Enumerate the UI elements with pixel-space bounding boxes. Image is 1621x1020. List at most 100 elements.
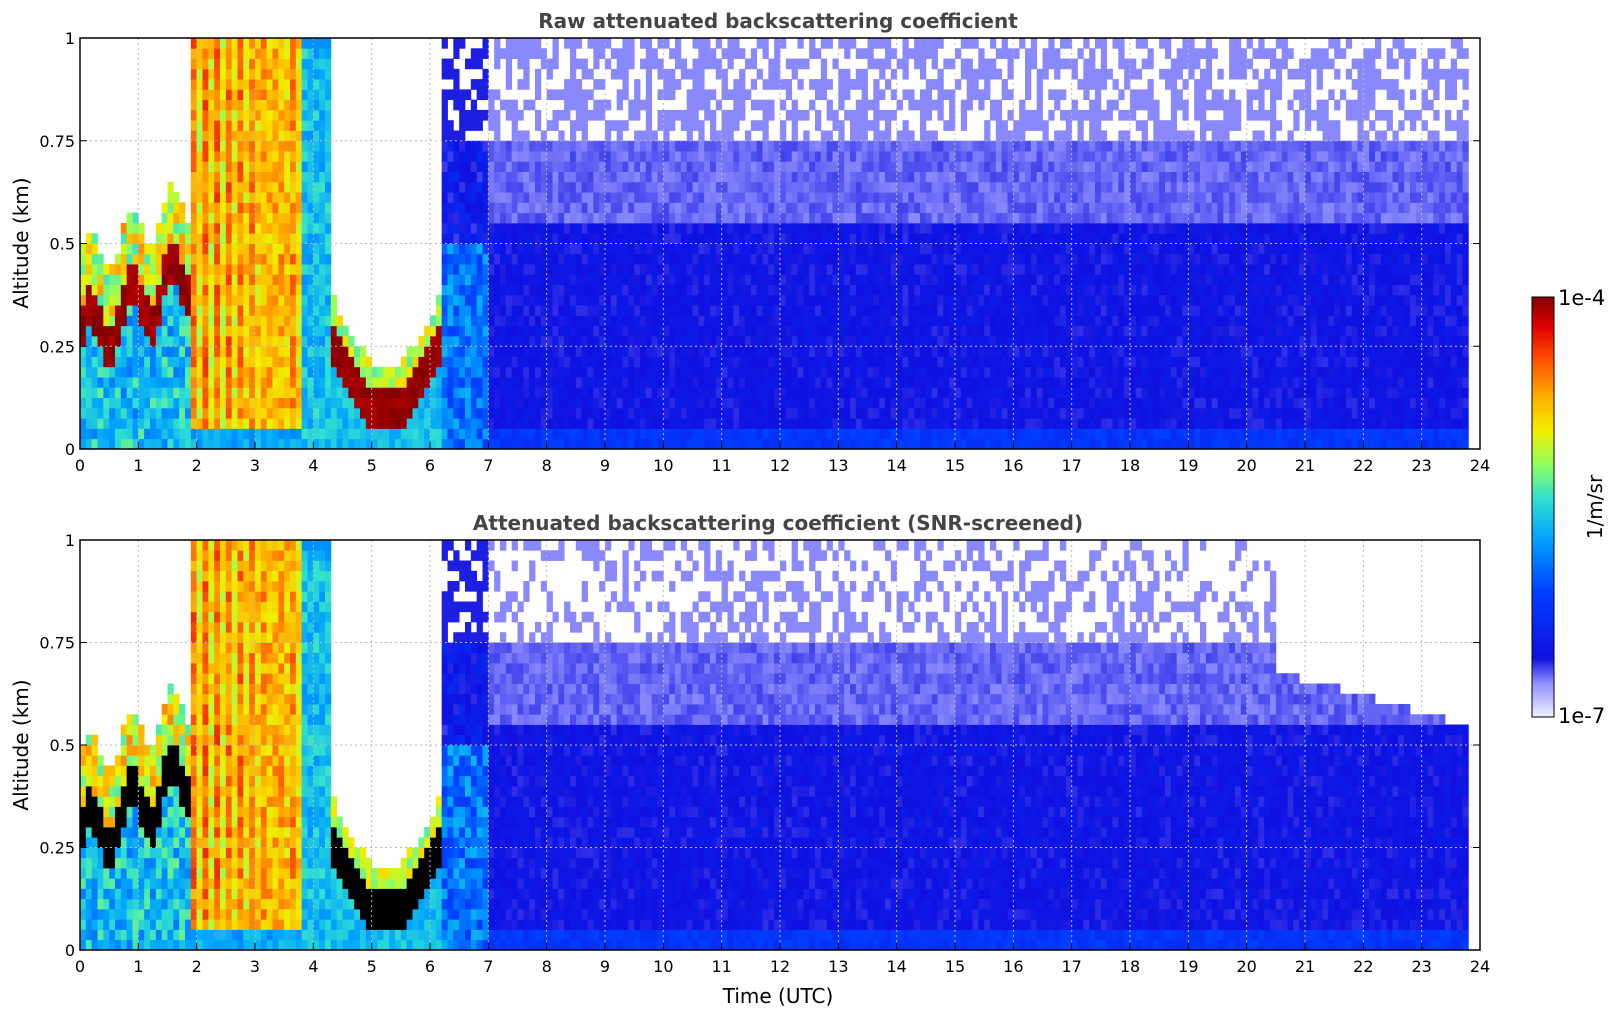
heatmap-cell bbox=[756, 418, 763, 429]
heatmap-cell bbox=[966, 264, 973, 275]
heatmap-cell bbox=[126, 438, 133, 450]
heatmap-cell bbox=[616, 212, 623, 224]
heatmap-cell bbox=[581, 335, 588, 347]
heatmap-cell bbox=[243, 38, 250, 49]
heatmap-cell bbox=[225, 325, 233, 337]
heatmap-cell bbox=[634, 89, 641, 101]
heatmap-cell bbox=[715, 397, 723, 409]
heatmap-cell bbox=[570, 335, 577, 347]
heatmap-cell bbox=[535, 140, 542, 152]
heatmap-cell bbox=[593, 140, 600, 152]
heatmap-cell bbox=[902, 366, 909, 378]
heatmap-cell bbox=[710, 253, 717, 265]
heatmap-cell bbox=[243, 222, 250, 234]
heatmap-cell bbox=[325, 274, 332, 285]
heatmap-cell bbox=[855, 202, 863, 214]
heatmap-cell bbox=[424, 335, 431, 347]
heatmap-cell bbox=[529, 151, 536, 162]
heatmap-cell bbox=[225, 233, 233, 244]
heatmap-cell bbox=[949, 315, 956, 327]
heatmap-cell bbox=[704, 305, 711, 316]
heatmap-cell bbox=[505, 222, 513, 234]
heatmap-cell bbox=[155, 407, 163, 419]
heatmap-cell bbox=[290, 99, 297, 111]
heatmap-cell bbox=[237, 181, 244, 193]
heatmap-cell bbox=[838, 161, 845, 172]
heatmap-cell bbox=[680, 171, 688, 183]
heatmap-cell bbox=[721, 274, 728, 285]
heatmap-cell bbox=[249, 202, 256, 214]
heatmap-cell bbox=[966, 212, 973, 224]
heatmap-cell bbox=[80, 366, 87, 378]
heatmap-cell bbox=[890, 366, 898, 378]
heatmap-cell bbox=[196, 305, 203, 316]
heatmap-cell bbox=[657, 68, 664, 80]
heatmap-cell bbox=[313, 171, 320, 183]
heatmap-cell bbox=[575, 109, 583, 121]
heatmap-cell bbox=[634, 192, 641, 203]
heatmap-cell bbox=[768, 151, 775, 162]
heatmap-cell bbox=[651, 438, 658, 450]
heatmap-cell bbox=[161, 325, 168, 337]
heatmap-cell bbox=[984, 222, 991, 234]
heatmap-cell bbox=[208, 397, 215, 409]
heatmap-cell bbox=[167, 305, 174, 316]
heatmap-cell bbox=[820, 68, 828, 80]
heatmap-cell bbox=[756, 192, 763, 203]
heatmap-cell bbox=[675, 109, 682, 121]
heatmap-cell bbox=[202, 387, 209, 399]
heatmap-cell bbox=[535, 315, 542, 327]
heatmap-cell bbox=[505, 109, 513, 121]
heatmap-cell bbox=[325, 294, 332, 306]
heatmap-cell bbox=[593, 202, 600, 214]
heatmap-cell bbox=[937, 99, 944, 111]
heatmap-cell bbox=[564, 171, 571, 183]
heatmap-cell bbox=[692, 294, 699, 306]
heatmap-cell bbox=[441, 366, 448, 378]
heatmap-cell bbox=[984, 428, 991, 440]
heatmap-cell bbox=[680, 305, 688, 316]
heatmap-cell bbox=[762, 212, 769, 224]
heatmap-cell bbox=[546, 284, 553, 296]
heatmap-cell bbox=[587, 397, 594, 409]
heatmap-cell bbox=[680, 335, 688, 347]
heatmap-cell bbox=[774, 181, 781, 193]
heatmap-cell bbox=[470, 212, 478, 224]
heatmap-cell bbox=[313, 377, 320, 388]
heatmap-cell bbox=[739, 243, 746, 255]
heatmap-cell bbox=[313, 222, 320, 234]
heatmap-cell bbox=[441, 222, 448, 234]
heatmap-cell bbox=[225, 161, 233, 172]
heatmap-cell bbox=[400, 438, 408, 450]
heatmap-cell bbox=[879, 438, 886, 450]
heatmap-cell bbox=[657, 120, 664, 131]
heatmap-cell bbox=[266, 428, 273, 440]
heatmap-cell bbox=[733, 428, 740, 440]
heatmap-cell bbox=[587, 387, 594, 399]
heatmap-cell bbox=[220, 335, 227, 347]
heatmap-cell bbox=[115, 315, 122, 327]
heatmap-cell bbox=[972, 264, 979, 275]
heatmap-cell bbox=[255, 438, 262, 450]
heatmap-cell bbox=[721, 346, 728, 357]
heatmap-cell bbox=[616, 151, 623, 162]
heatmap-cell bbox=[389, 387, 396, 399]
heatmap-cell bbox=[465, 428, 472, 440]
heatmap-cell bbox=[774, 428, 781, 440]
heatmap-cell bbox=[651, 130, 658, 142]
heatmap-cell bbox=[488, 315, 495, 327]
heatmap-cell bbox=[278, 181, 285, 193]
heatmap-cell bbox=[914, 151, 921, 162]
heatmap-cell bbox=[645, 181, 653, 193]
heatmap-cell bbox=[820, 397, 828, 409]
heatmap-cell bbox=[482, 89, 489, 101]
heatmap-cell bbox=[727, 356, 734, 368]
heatmap-cell bbox=[260, 58, 268, 70]
heatmap-cell bbox=[610, 140, 618, 152]
heatmap-cell bbox=[325, 438, 332, 450]
heatmap-cell bbox=[290, 58, 297, 70]
heatmap-cell bbox=[710, 356, 717, 368]
heatmap-cell bbox=[803, 377, 810, 388]
heatmap-cell bbox=[902, 58, 909, 70]
heatmap-cell bbox=[85, 264, 93, 275]
